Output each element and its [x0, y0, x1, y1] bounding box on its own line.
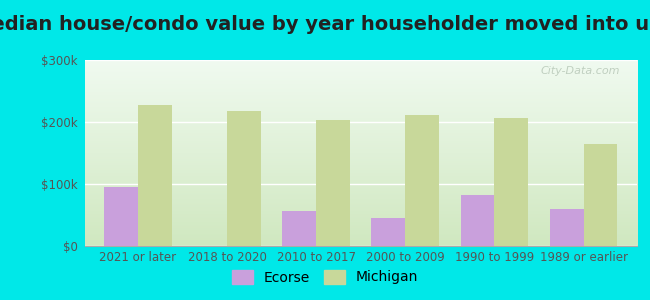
Bar: [316, 120, 350, 246]
Legend: Ecorse, Michigan: Ecorse, Michigan: [226, 264, 424, 290]
Bar: [371, 218, 406, 246]
Text: Median house/condo value by year householder moved into unit: Median house/condo value by year househo…: [0, 15, 650, 34]
Bar: [550, 209, 584, 246]
Bar: [406, 115, 439, 246]
Text: City-Data.com: City-Data.com: [541, 66, 620, 76]
Bar: [461, 195, 495, 246]
Bar: [495, 118, 528, 246]
Bar: [282, 211, 316, 246]
Bar: [227, 111, 261, 246]
Bar: [138, 105, 172, 246]
Bar: [584, 144, 618, 246]
Bar: [104, 187, 138, 246]
